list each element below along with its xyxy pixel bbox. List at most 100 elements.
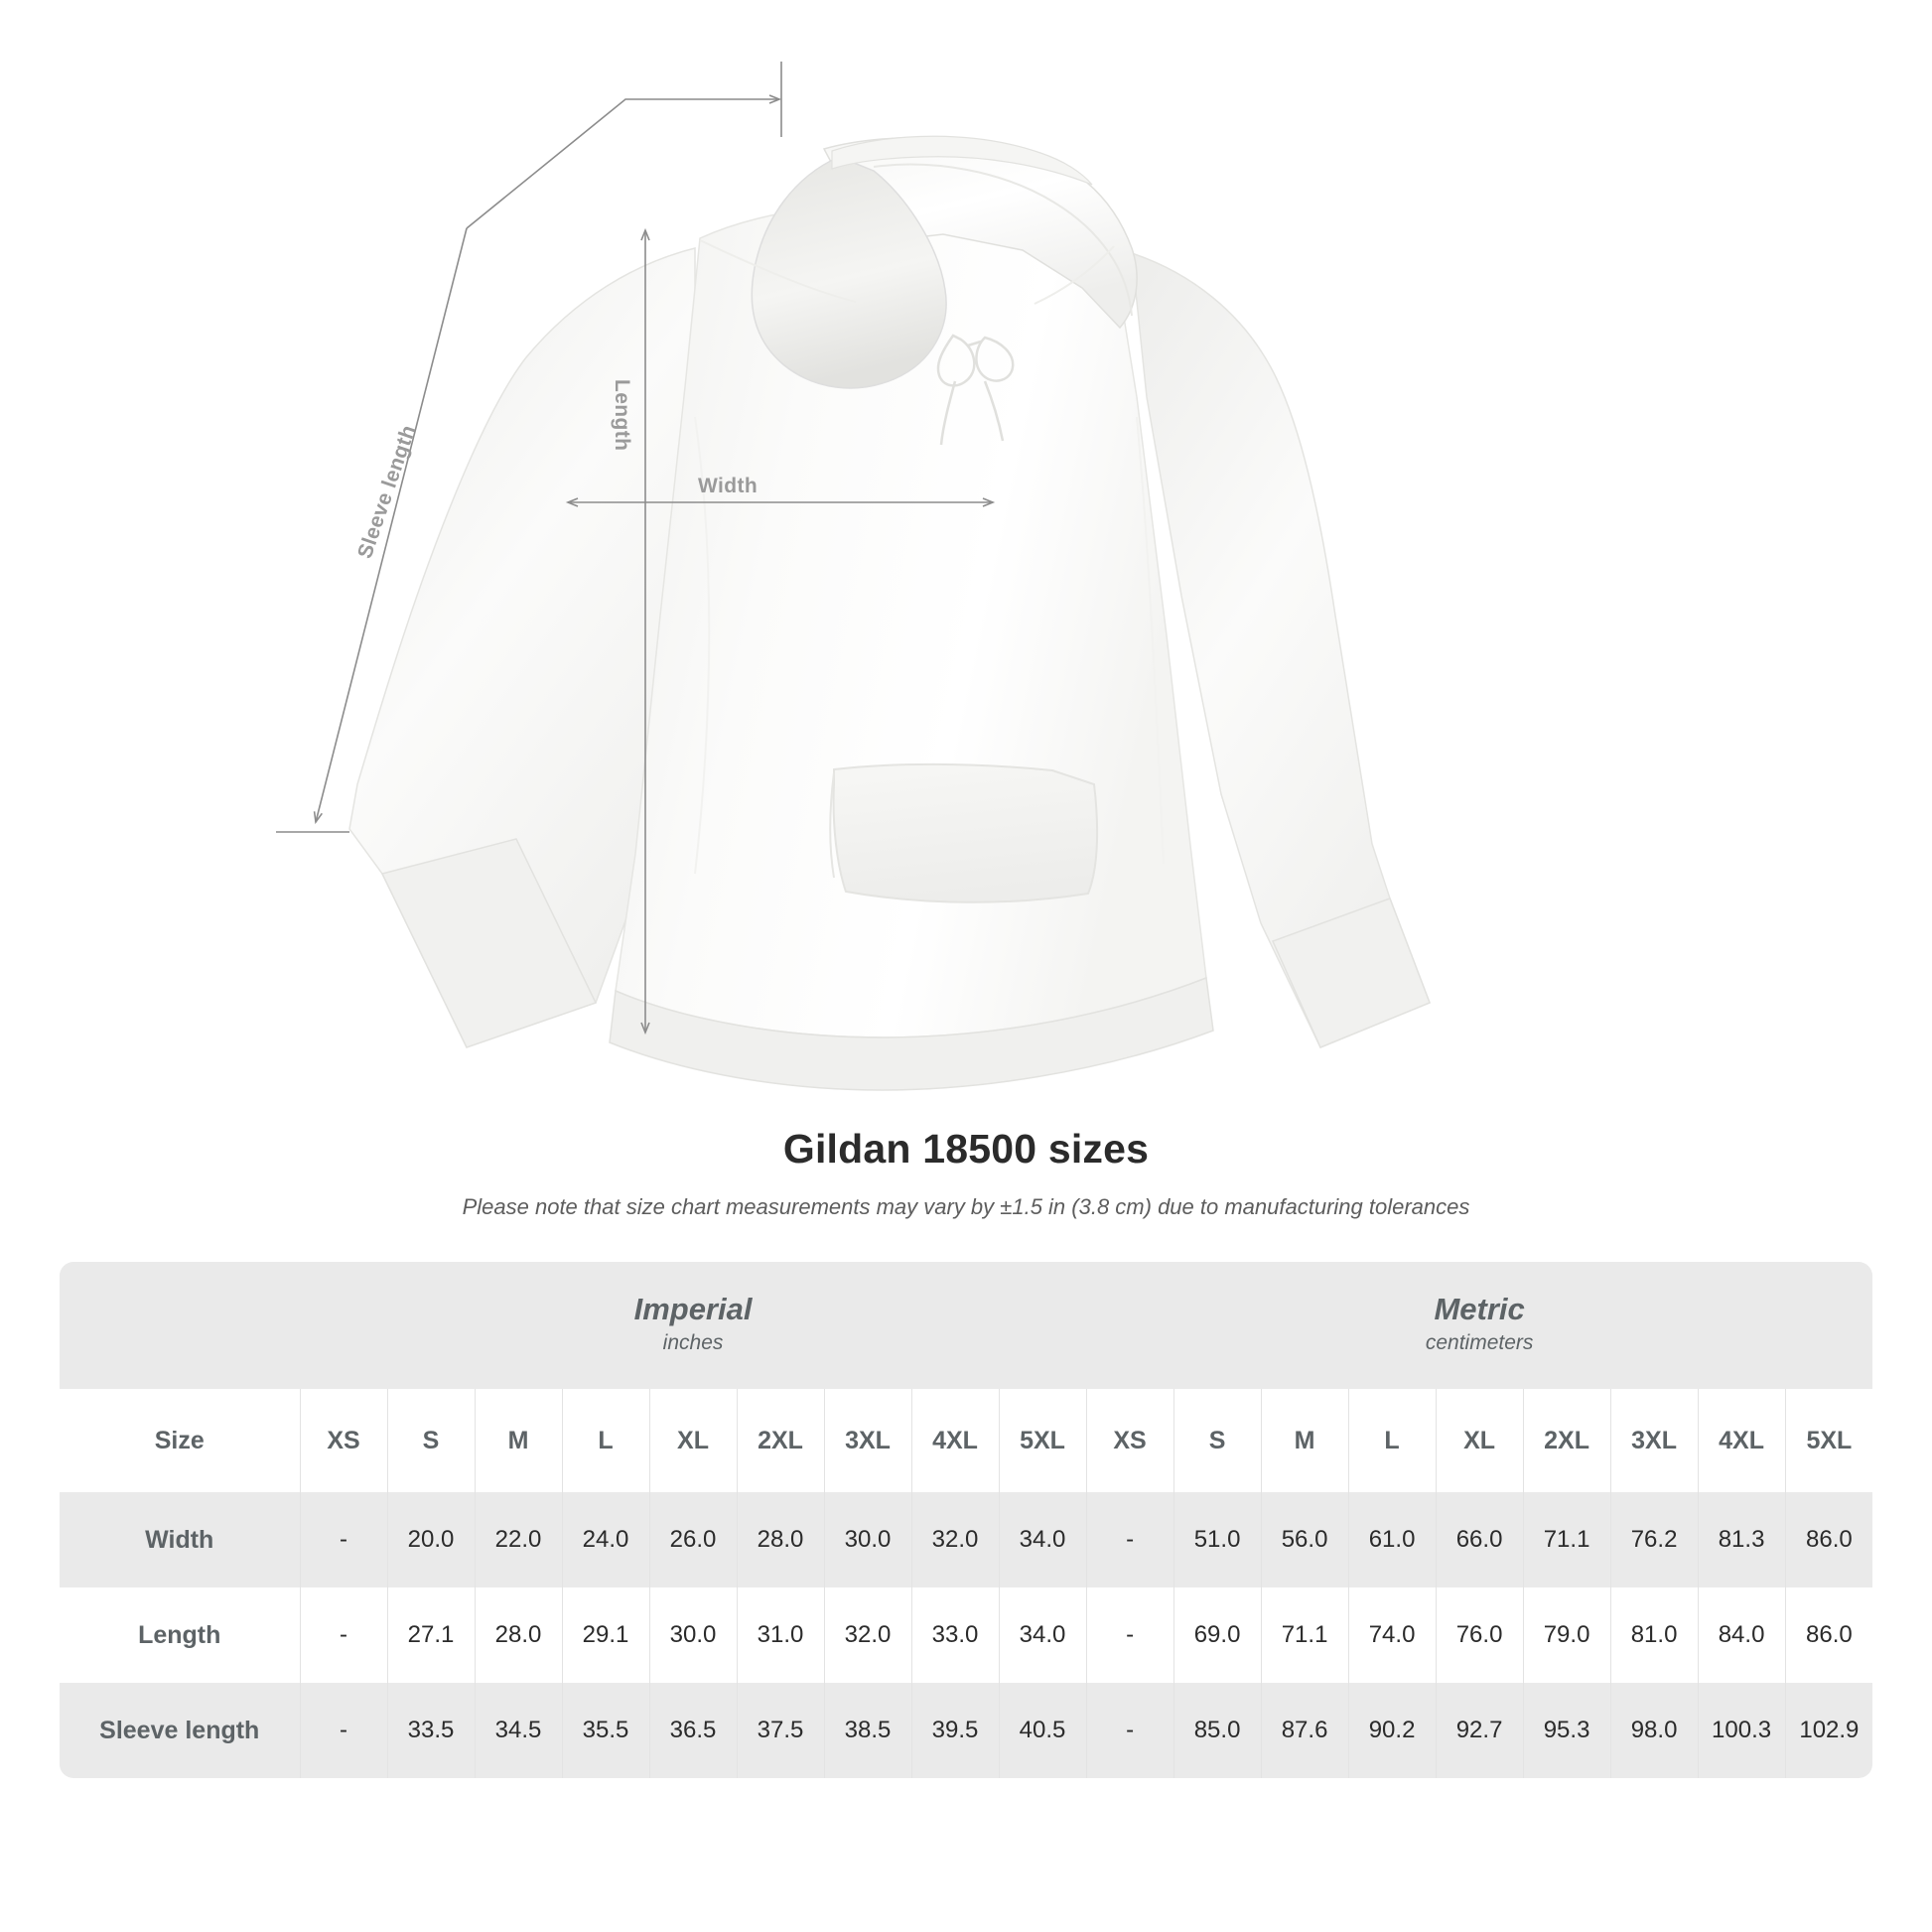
cell-length-imp-3: 29.1 bbox=[561, 1587, 649, 1683]
cell-length-met-7: 84.0 bbox=[1697, 1587, 1786, 1683]
unit-header-row: Imperial inches Metric centimeters bbox=[60, 1262, 1873, 1389]
cell-length-met-1: 69.0 bbox=[1173, 1587, 1262, 1683]
cell-width-imp-0: - bbox=[299, 1492, 387, 1587]
cell-width-met-3: 61.0 bbox=[1347, 1492, 1437, 1587]
pocket-left-opening bbox=[829, 771, 835, 879]
size-header-cell-met-0: XS bbox=[1085, 1389, 1174, 1492]
cell-width-met-0: - bbox=[1085, 1492, 1174, 1587]
cell-length-met-6: 81.0 bbox=[1609, 1587, 1699, 1683]
cell-sleeve-imp-4: 36.5 bbox=[648, 1683, 737, 1778]
cell-length-imp-4: 30.0 bbox=[648, 1587, 737, 1683]
cell-width-imp-1: 20.0 bbox=[386, 1492, 475, 1587]
cell-sleeve-met-3: 90.2 bbox=[1347, 1683, 1437, 1778]
right-cuff bbox=[1271, 897, 1431, 1048]
size-header-cell-met-1: S bbox=[1173, 1389, 1262, 1492]
cell-sleeve-imp-5: 37.5 bbox=[736, 1683, 824, 1778]
hoodie-illustration bbox=[348, 135, 1431, 1091]
cell-sleeve-met-8: 102.9 bbox=[1784, 1683, 1873, 1778]
cell-width-imp-8: 34.0 bbox=[998, 1492, 1087, 1587]
unit-blank-cell bbox=[60, 1262, 300, 1389]
cell-sleeve-met-6: 98.0 bbox=[1609, 1683, 1699, 1778]
cell-sleeve-imp-7: 39.5 bbox=[910, 1683, 999, 1778]
hood-ribbing bbox=[831, 135, 1093, 186]
cell-sleeve-met-2: 87.6 bbox=[1260, 1683, 1349, 1778]
cell-width-met-2: 56.0 bbox=[1260, 1492, 1349, 1587]
table-row: Width - 20.0 22.0 24.0 26.0 28.0 30.0 32… bbox=[60, 1492, 1873, 1587]
left-shoulder-seam bbox=[699, 239, 857, 303]
cell-sleeve-met-4: 92.7 bbox=[1435, 1683, 1524, 1778]
cell-length-met-3: 74.0 bbox=[1347, 1587, 1437, 1683]
drawstring-bow bbox=[936, 334, 1015, 446]
size-header-cell-met-3: L bbox=[1347, 1389, 1437, 1492]
row-label-sleeve-length: Sleeve length bbox=[60, 1683, 300, 1778]
unit-metric-cell: Metric centimeters bbox=[1086, 1262, 1873, 1389]
cell-length-imp-8: 34.0 bbox=[998, 1587, 1087, 1683]
kangaroo-pocket bbox=[832, 762, 1099, 903]
cell-sleeve-imp-6: 38.5 bbox=[823, 1683, 911, 1778]
cell-width-met-5: 71.1 bbox=[1522, 1492, 1611, 1587]
chart-title-block: Gildan 18500 sizes Please note that size… bbox=[0, 1126, 1932, 1220]
cell-width-imp-5: 28.0 bbox=[736, 1492, 824, 1587]
cell-length-imp-6: 32.0 bbox=[823, 1587, 911, 1683]
size-header-cell-imp-2: M bbox=[474, 1389, 562, 1492]
size-header-cell-imp-3: L bbox=[561, 1389, 649, 1492]
size-header-cell-met-5: 2XL bbox=[1522, 1389, 1611, 1492]
size-header-cell-imp-0: XS bbox=[299, 1389, 387, 1492]
size-header-label: Size bbox=[60, 1389, 300, 1492]
cell-sleeve-imp-3: 35.5 bbox=[561, 1683, 649, 1778]
size-header-cell-met-6: 3XL bbox=[1609, 1389, 1699, 1492]
size-header-cell-imp-1: S bbox=[386, 1389, 475, 1492]
cell-width-met-6: 76.2 bbox=[1609, 1492, 1699, 1587]
unit-metric-subtitle: centimeters bbox=[1425, 1331, 1534, 1355]
right-sleeve bbox=[1131, 251, 1431, 1048]
cell-length-met-2: 71.1 bbox=[1260, 1587, 1349, 1683]
left-sleeve bbox=[348, 247, 696, 1048]
cell-sleeve-imp-0: - bbox=[299, 1683, 387, 1778]
body-fold-right bbox=[1136, 416, 1165, 865]
size-header-cell-imp-8: 5XL bbox=[998, 1389, 1087, 1492]
cell-width-imp-3: 24.0 bbox=[561, 1492, 649, 1587]
row-label-width: Width bbox=[60, 1492, 300, 1587]
cell-length-imp-5: 31.0 bbox=[736, 1587, 824, 1683]
table-row: Sleeve length - 33.5 34.5 35.5 36.5 37.5… bbox=[60, 1683, 1873, 1778]
size-header-cell-imp-7: 4XL bbox=[910, 1389, 999, 1492]
cell-length-imp-7: 33.0 bbox=[910, 1587, 999, 1683]
cell-sleeve-imp-1: 33.5 bbox=[386, 1683, 475, 1778]
size-header-cell-imp-6: 3XL bbox=[823, 1389, 911, 1492]
hood-edge bbox=[873, 163, 1133, 317]
measurement-arrows bbox=[276, 62, 996, 1035]
unit-metric-title: Metric bbox=[1434, 1292, 1525, 1327]
body-fold-left bbox=[694, 416, 711, 875]
cell-length-imp-1: 27.1 bbox=[386, 1587, 475, 1683]
sleeve-length-arrow bbox=[313, 227, 468, 825]
cell-length-met-8: 86.0 bbox=[1784, 1587, 1873, 1683]
cell-sleeve-met-5: 95.3 bbox=[1522, 1683, 1611, 1778]
cell-width-met-8: 86.0 bbox=[1784, 1492, 1873, 1587]
size-header-cell-met-7: 4XL bbox=[1697, 1389, 1786, 1492]
measurement-diagram: Length Width Sleeve length bbox=[276, 62, 1431, 1091]
cell-length-met-0: - bbox=[1085, 1587, 1174, 1683]
size-header-cell-met-4: XL bbox=[1435, 1389, 1524, 1492]
sleeve-leader-line bbox=[466, 94, 782, 229]
size-header-cell-met-2: M bbox=[1260, 1389, 1349, 1492]
size-table-container: Imperial inches Metric centimeters Size … bbox=[60, 1262, 1873, 1778]
cell-width-met-7: 81.3 bbox=[1697, 1492, 1786, 1587]
cell-length-imp-0: - bbox=[299, 1587, 387, 1683]
tolerance-note: Please note that size chart measurements… bbox=[462, 1194, 1470, 1219]
cell-sleeve-met-0: - bbox=[1085, 1683, 1174, 1778]
unit-imperial-cell: Imperial inches bbox=[300, 1262, 1087, 1389]
cell-width-imp-7: 32.0 bbox=[910, 1492, 999, 1587]
cell-sleeve-met-7: 100.3 bbox=[1697, 1683, 1786, 1778]
size-header-cell-imp-5: 2XL bbox=[736, 1389, 824, 1492]
right-shoulder-seam bbox=[1034, 245, 1115, 305]
size-header-cell-met-8: 5XL bbox=[1784, 1389, 1873, 1492]
cell-sleeve-met-1: 85.0 bbox=[1173, 1683, 1262, 1778]
hood-inner bbox=[751, 156, 947, 389]
cell-width-met-4: 66.0 bbox=[1435, 1492, 1524, 1587]
size-chart-table: Imperial inches Metric centimeters Size … bbox=[60, 1262, 1873, 1778]
cell-width-imp-2: 22.0 bbox=[474, 1492, 562, 1587]
table-row: Length - 27.1 28.0 29.1 30.0 31.0 32.0 3… bbox=[60, 1587, 1873, 1683]
size-header-row: Size XS S M L XL 2XL 3XL 4XL 5XL XS S M … bbox=[60, 1389, 1873, 1492]
unit-imperial-subtitle: inches bbox=[662, 1331, 724, 1355]
cell-length-imp-2: 28.0 bbox=[474, 1587, 562, 1683]
